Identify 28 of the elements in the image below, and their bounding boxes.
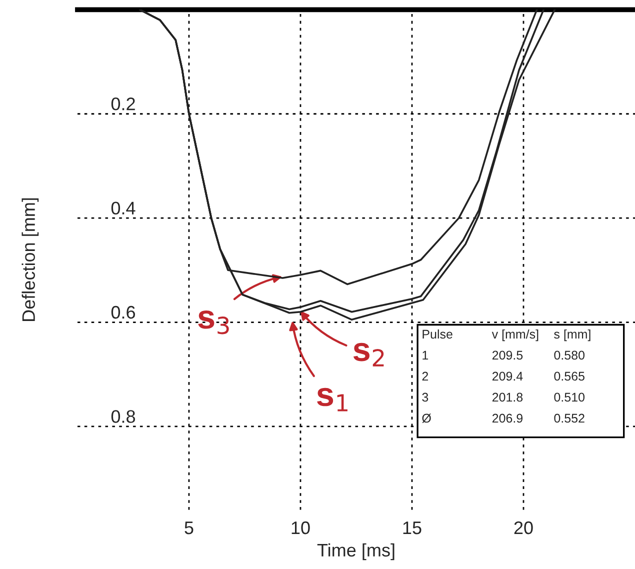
annotation: 0.565 [554,372,584,381]
annotation: 201.8 [492,392,523,402]
x-tick-label: 10 [292,521,310,534]
annotation: 0.552 [554,414,584,423]
annotation: s [mm] [554,329,590,342]
annotation: 206.9 [492,414,523,423]
annotation: 209.4 [492,372,523,381]
annotation: v [mm/s] [492,329,538,342]
y-tick-label: 0.2 [111,98,135,110]
y-tick-label: 0.4 [111,202,136,214]
annotation: 0.580 [554,350,585,360]
annotation: 1 [422,350,428,360]
annotation: 0.510 [554,392,585,402]
y-axis-title: Deflection [mm] [22,198,39,321]
x-tick-label: 15 [403,522,422,534]
annotation: Ø [422,414,431,423]
annotation: 2 [422,372,428,381]
y-tick-label: 0.8 [111,410,136,423]
annotation: Pulse [422,329,452,339]
x-axis-title: Time [ms] [317,543,394,560]
annotation: 209.5 [492,350,523,360]
annotation: s$_{3}$ [198,310,229,334]
annotation: 3 [422,392,428,402]
y-tick-label: 0.6 [111,306,136,319]
annotation: s$_{1}$ [317,388,348,412]
x-tick-label: 5 [184,522,194,534]
annotation: s$_{2}$ [353,342,384,366]
x-tick-label: 20 [514,521,533,534]
